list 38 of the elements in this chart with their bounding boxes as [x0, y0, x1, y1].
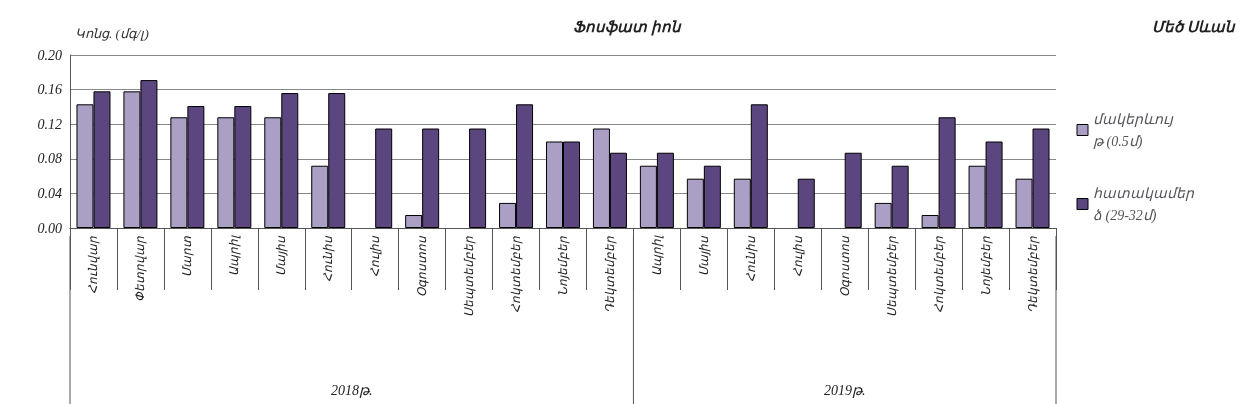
x-tick-label: Ապրիլ — [649, 235, 664, 276]
x-tick-label: Օգոստոս — [415, 235, 430, 297]
x-tick-label: Մարտ — [180, 235, 195, 277]
chart-title: Ֆոսֆատ իոն — [573, 18, 682, 36]
x-tick-label: Օգոստոս — [837, 235, 852, 297]
x-tick-label: Հուլիս — [368, 235, 383, 277]
y-axis-title: Կոնց. (մգ/լ) — [75, 26, 149, 41]
x-tick-label: Դեկտեմբեր — [602, 236, 617, 313]
bar — [797, 178, 815, 228]
x-tick-label: Փետրվար — [133, 236, 148, 302]
legend-label: մակերևույթ (0.5մ) — [1093, 111, 1174, 150]
text: 2019թ. — [823, 382, 866, 398]
bar — [375, 128, 393, 228]
y-tick-label: 0.08 — [37, 151, 62, 167]
bar — [469, 128, 487, 228]
bar — [844, 152, 862, 228]
x-tick-label: Մայիս — [696, 235, 711, 276]
y-tick-label: 0.04 — [37, 185, 62, 201]
x-tick-label: Հոկտեմբեր — [509, 236, 524, 313]
x-tick-label: Սեպտեմբեր — [884, 236, 899, 317]
y-tick-label: 0.20 — [37, 47, 62, 63]
x-tick-label: Հունիս — [743, 235, 758, 282]
x-tick-label: Նոյեմբեր — [978, 236, 993, 296]
x-tick-label: Հունիս — [321, 235, 336, 282]
x-tick-label: Հունվար — [86, 236, 101, 294]
x-tick-label: Հուլիս — [790, 235, 805, 277]
text: Մեծ Սևան — [1152, 18, 1236, 35]
x-tick-label: Նոյեմբեր — [556, 236, 570, 296]
legend-label: հատակամերձ (29-32մ) — [1093, 185, 1195, 224]
y-tick-label: 0.16 — [37, 82, 62, 98]
text: 2018թ. — [330, 382, 373, 398]
y-tick-label: 0.00 — [37, 220, 62, 236]
x-tick-label: Սեպտեմբեր — [462, 236, 477, 317]
x-tick-label: Մայիս — [274, 235, 289, 276]
x-tick-label: Հոկտեմբեր — [931, 236, 946, 313]
x-tick-label: Ապրիլ — [227, 235, 242, 276]
x-tick-label: Դեկտեմբեր — [1025, 236, 1040, 313]
y-tick-label: 0.12 — [37, 116, 62, 132]
